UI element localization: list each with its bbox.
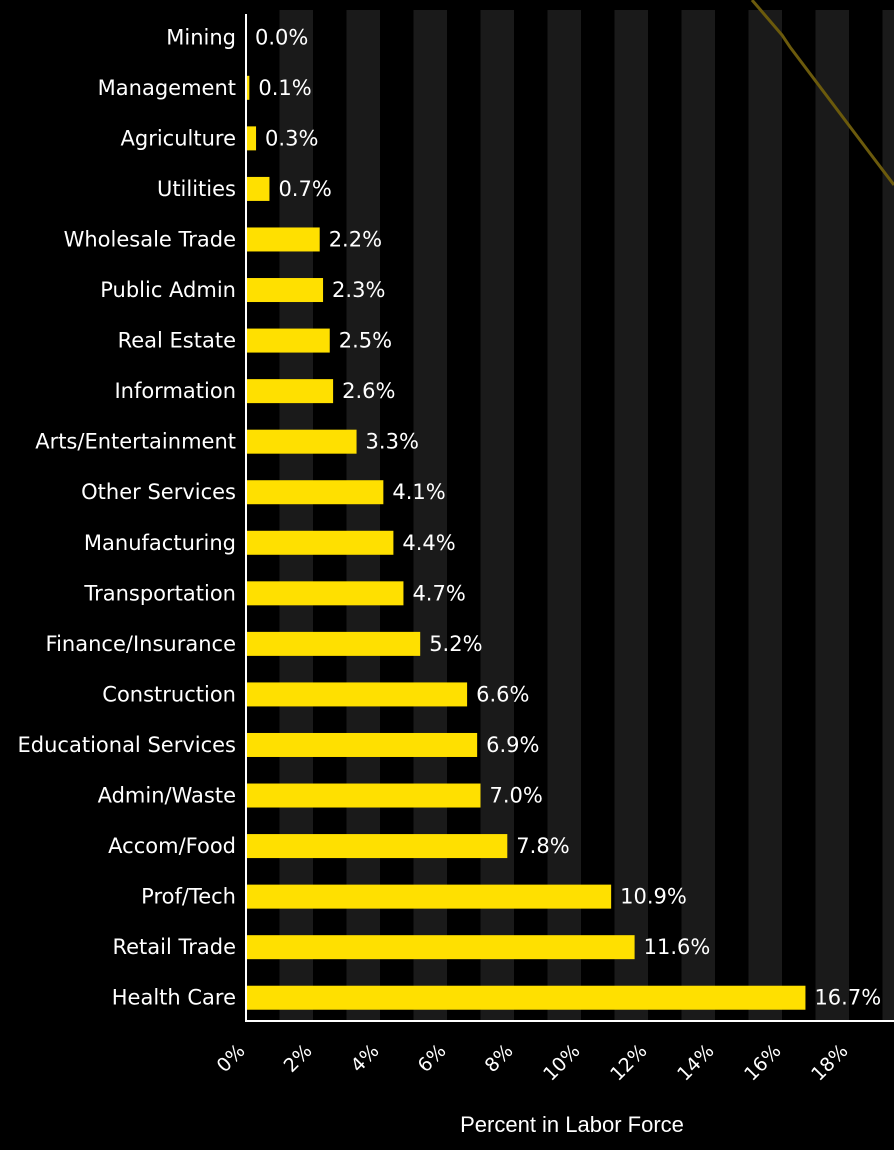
category-label: Management [98, 76, 236, 100]
category-label: Mining [166, 25, 236, 49]
category-label: Retail Trade [112, 935, 236, 959]
bar [246, 631, 421, 656]
category-label: Admin/Waste [98, 784, 236, 808]
category-label: Accom/Food [108, 834, 236, 858]
bar [246, 834, 508, 859]
grid-band [815, 10, 849, 1021]
bar [246, 429, 357, 454]
bar [246, 530, 394, 555]
category-labels: Mining Management Agriculture Utilities Whol… [18, 25, 236, 1009]
value-label: 0.3% [265, 126, 318, 150]
category-label: Information [114, 379, 236, 403]
grid-band [413, 10, 447, 1021]
category-label: Finance/Insurance [46, 632, 236, 656]
grid-band [748, 10, 782, 1021]
value-label: 4.7% [412, 581, 465, 605]
category-label: Educational Services [18, 733, 236, 757]
category-label: Arts/Entertainment [35, 430, 236, 454]
value-label: 16.7% [814, 986, 881, 1010]
bar [246, 682, 468, 707]
value-label: 4.4% [402, 531, 455, 555]
value-label: 6.6% [476, 682, 529, 706]
category-label: Wholesale Trade [64, 227, 236, 251]
value-label: 0.0% [255, 25, 308, 49]
value-label: 0.1% [258, 76, 311, 100]
value-label: 2.6% [342, 379, 395, 403]
value-label: 3.3% [366, 430, 419, 454]
bar [246, 278, 324, 303]
value-label: 2.5% [339, 329, 392, 353]
grid-band [547, 10, 581, 1021]
value-labels: 0.0% 0.1% 0.3% 0.7% 2.2% 2.3% 2.5% 2.6% 3.3% 4.1%… [255, 25, 881, 1009]
value-label: 6.9% [486, 733, 539, 757]
x-axis-title: Percent in Labor Force [460, 1112, 684, 1137]
bar [246, 328, 330, 353]
bar [246, 227, 320, 252]
category-label: Prof/Tech [141, 885, 236, 909]
bar [246, 176, 270, 201]
value-label: 7.8% [516, 834, 569, 858]
value-label: 4.1% [392, 480, 445, 504]
category-label: Real Estate [118, 329, 236, 353]
value-label: 2.2% [329, 227, 382, 251]
grid-band [681, 10, 715, 1021]
category-label: Utilities [157, 177, 236, 201]
bar [246, 379, 334, 404]
bar [246, 985, 806, 1010]
value-label: 2.3% [332, 278, 385, 302]
decorative-line [750, 0, 894, 186]
value-label: 10.9% [620, 885, 687, 909]
category-label: Transportation [83, 581, 236, 605]
bar [246, 581, 404, 606]
value-label: 0.7% [278, 177, 331, 201]
grid-band [614, 10, 648, 1021]
value-label: 5.2% [429, 632, 482, 656]
category-label: Public Admin [100, 278, 236, 302]
value-label: 11.6% [644, 935, 711, 959]
bar [246, 126, 257, 151]
category-label: Health Care [112, 986, 236, 1010]
grid-band [882, 10, 894, 1021]
category-label: Construction [102, 682, 236, 706]
bar [246, 480, 384, 505]
bar [246, 884, 612, 909]
bar [246, 935, 635, 960]
grid-band [279, 10, 313, 1021]
category-label: Agriculture [121, 126, 237, 150]
bar [246, 783, 481, 808]
value-label: 7.0% [490, 784, 543, 808]
bar [246, 732, 478, 757]
bars-group [246, 75, 806, 1010]
grid-band [346, 10, 380, 1021]
category-label: Manufacturing [84, 531, 236, 555]
category-label: Other Services [81, 480, 236, 504]
bar [246, 75, 250, 100]
grid-band [480, 10, 514, 1021]
